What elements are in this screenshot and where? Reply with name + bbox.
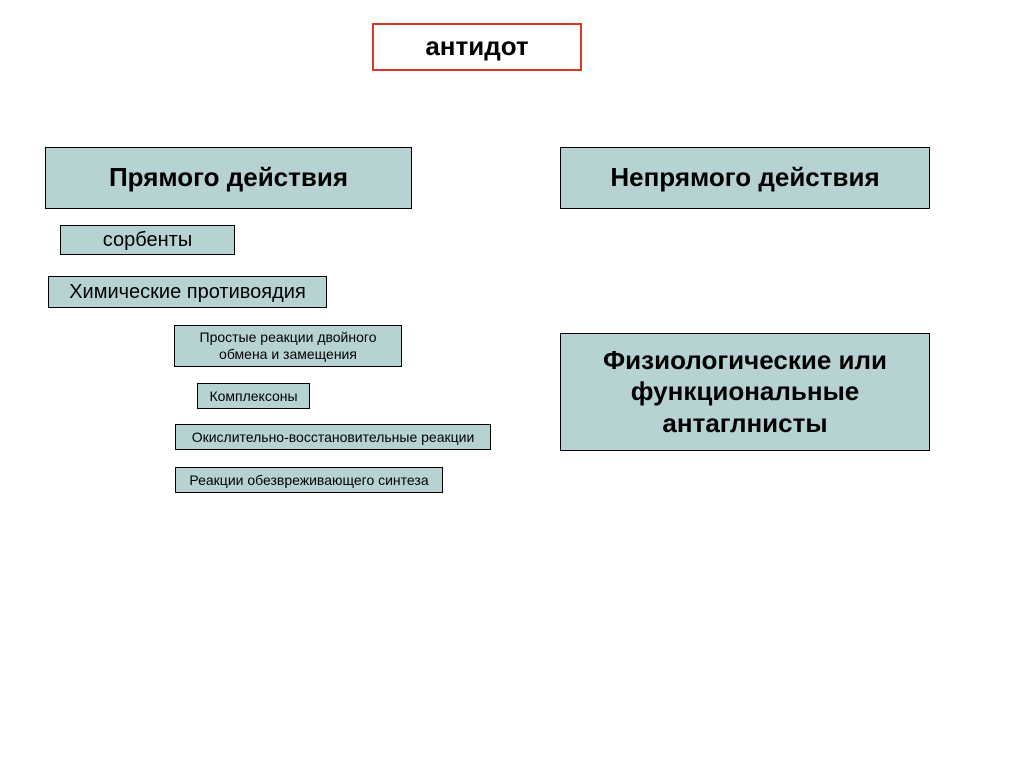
sub3-text: Окислительно-восстановительные реакции <box>192 429 475 446</box>
category-right-text: Непрямого действия <box>610 162 879 193</box>
category-left-text: Прямого действия <box>109 162 348 193</box>
sub4-text: Реакции обезвреживающего синтеза <box>189 472 428 489</box>
sub1-text: Простые реакции двойного обмена и замеще… <box>181 329 395 363</box>
sorbents-text: сорбенты <box>103 228 192 252</box>
chemical-antidotes-text: Химические противоядия <box>69 280 306 304</box>
physiological-box: Физиологические или функциональные антаг… <box>560 333 930 451</box>
sub3-box: Окислительно-восстановительные реакции <box>175 424 491 450</box>
sub2-box: Комплексоны <box>197 383 310 409</box>
category-left-box: Прямого действия <box>45 147 412 209</box>
chemical-antidotes-box: Химические противоядия <box>48 276 327 308</box>
category-right-box: Непрямого действия <box>560 147 930 209</box>
sub4-box: Реакции обезвреживающего синтеза <box>175 467 443 493</box>
physiological-text: Физиологические или функциональные антаг… <box>567 345 923 439</box>
sorbents-box: сорбенты <box>60 225 235 255</box>
sub2-text: Комплексоны <box>209 388 297 405</box>
title-text: антидот <box>425 31 528 62</box>
title-box: антидот <box>372 23 582 71</box>
sub1-box: Простые реакции двойного обмена и замеще… <box>174 325 402 367</box>
